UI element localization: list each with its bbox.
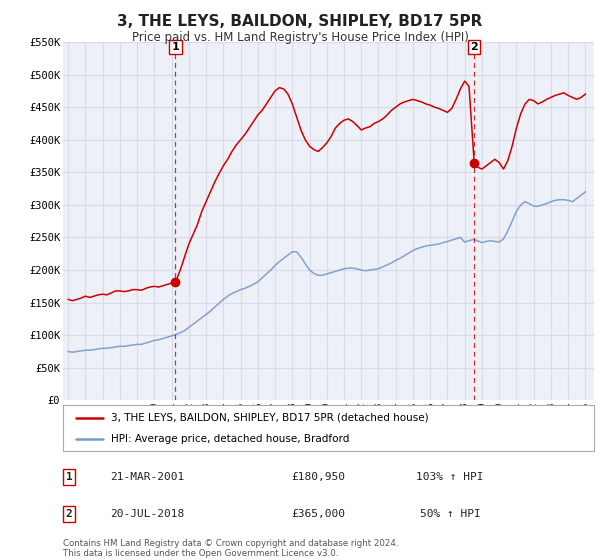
Text: £365,000: £365,000: [291, 509, 345, 519]
Text: Contains HM Land Registry data © Crown copyright and database right 2024.
This d: Contains HM Land Registry data © Crown c…: [63, 539, 398, 558]
Text: 3, THE LEYS, BAILDON, SHIPLEY, BD17 5PR (detached house): 3, THE LEYS, BAILDON, SHIPLEY, BD17 5PR …: [111, 413, 428, 423]
Text: 21-MAR-2001: 21-MAR-2001: [110, 472, 184, 482]
Text: 2: 2: [65, 509, 73, 519]
Text: Price paid vs. HM Land Registry's House Price Index (HPI): Price paid vs. HM Land Registry's House …: [131, 31, 469, 44]
Text: £180,950: £180,950: [291, 472, 345, 482]
Text: 3, THE LEYS, BAILDON, SHIPLEY, BD17 5PR: 3, THE LEYS, BAILDON, SHIPLEY, BD17 5PR: [118, 14, 482, 29]
Text: 1: 1: [65, 472, 73, 482]
Text: 2: 2: [470, 42, 478, 52]
Text: 50% ↑ HPI: 50% ↑ HPI: [419, 509, 481, 519]
Text: 1: 1: [172, 42, 179, 52]
Text: HPI: Average price, detached house, Bradford: HPI: Average price, detached house, Brad…: [111, 435, 349, 444]
Text: 103% ↑ HPI: 103% ↑ HPI: [416, 472, 484, 482]
Text: 20-JUL-2018: 20-JUL-2018: [110, 509, 184, 519]
